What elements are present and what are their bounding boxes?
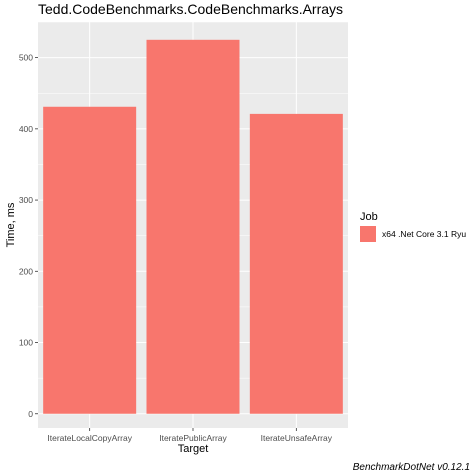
y-tick-label: 200: [19, 266, 33, 276]
legend: Job x64 .Net Core 3.1 Ryu: [360, 211, 466, 242]
y-tick-label: 100: [19, 338, 33, 348]
bar-IterateLocalCopyArray: [43, 106, 137, 414]
legend-key-swatch: [360, 226, 376, 242]
x-tick-label: IterateUnsafeArray: [261, 433, 333, 443]
x-tick-label: IterateLocalCopyArray: [47, 433, 132, 443]
y-tick-label: 500: [19, 53, 33, 63]
legend-label: x64 .Net Core 3.1 Ryu: [382, 229, 466, 239]
x-tick-label: IteratePublicArray: [159, 433, 227, 443]
y-tick-label: 400: [19, 124, 33, 134]
bar-IteratePublicArray: [146, 39, 240, 414]
y-tick-label: 300: [19, 195, 33, 205]
x-axis-ticks: IterateLocalCopyArray IteratePublicArray I…: [47, 428, 333, 443]
chart-caption: BenchmarkDotNet v0.12.1: [353, 462, 470, 473]
y-tick-label: 0: [28, 409, 33, 419]
bar-IterateUnsafeArray: [249, 113, 343, 414]
chart-title: Tedd.CodeBenchmarks.CodeBenchmarks.Array…: [38, 1, 343, 17]
y-axis-title: Time, ms: [5, 202, 17, 247]
x-axis-title: Target: [178, 443, 209, 455]
y-axis-ticks: 0 100 200 300 400 500: [19, 53, 38, 419]
legend-title: Job: [360, 211, 378, 223]
bars: [43, 39, 343, 414]
